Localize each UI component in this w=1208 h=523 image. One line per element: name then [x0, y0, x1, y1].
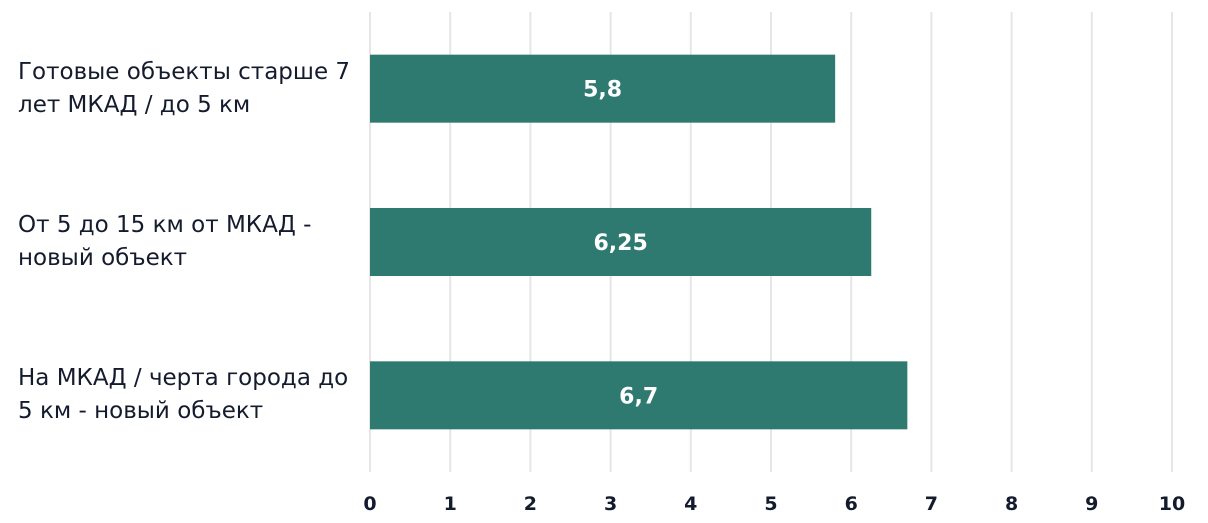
x-tick-label: 4 [684, 493, 697, 515]
x-tick-label: 9 [1085, 493, 1098, 515]
x-tick-label: 3 [604, 493, 617, 515]
category-label: На МКАД / черта города до 5 км - новый о… [18, 365, 349, 425]
x-tick-label: 7 [925, 493, 938, 515]
value-label: 5,8 [583, 78, 622, 103]
x-tick-label: 1 [444, 493, 457, 515]
x-tick-label: 2 [524, 493, 537, 515]
value-label: 6,7 [619, 384, 658, 409]
x-tick-label: 0 [363, 493, 376, 515]
x-tick-label: 6 [845, 493, 858, 515]
x-tick-label: 8 [1005, 493, 1018, 515]
bar [370, 208, 872, 276]
category-label: От 5 до 15 км от МКАД - новый объект [18, 212, 312, 271]
bar [370, 361, 908, 430]
bar [370, 54, 836, 123]
value-label: 6,25 [593, 231, 647, 256]
x-tick-label: 5 [764, 493, 777, 515]
category-label: Готовые объекты старше 7 лет МКАД / до 5… [18, 58, 351, 118]
x-tick-label: 10 [1159, 493, 1185, 515]
